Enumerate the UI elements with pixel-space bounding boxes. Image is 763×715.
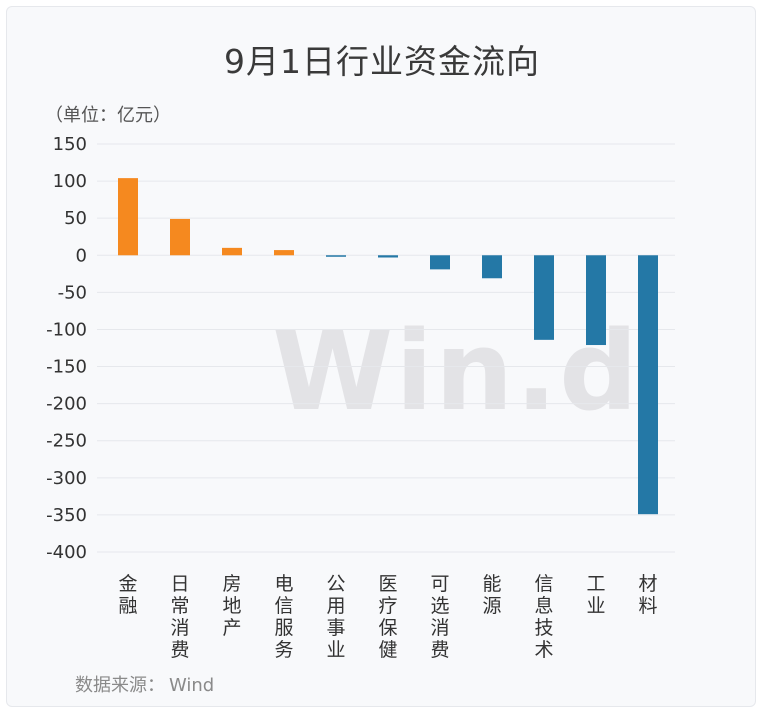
y-tick-label: -200 [46,394,87,415]
x-tick-label: 能源 [482,573,501,617]
y-tick-label: 0 [76,245,87,266]
bar [274,250,294,256]
bar [430,255,450,270]
x-tick-label: 工业 [586,573,605,617]
x-tick-label: 可选消费 [430,573,449,661]
bar [534,255,554,340]
bar [378,255,398,258]
y-tick-label: 50 [64,208,87,229]
chart-title: 9月1日行业资金流向 [224,42,540,81]
bar [586,255,606,346]
x-tick-label: 电信服务 [274,573,293,661]
chart-card: 9月1日行业资金流向 （单位：亿元） Win.d 150 100 50 0 -50 -10… [6,6,756,707]
y-tick-label: 150 [53,134,87,155]
y-tick-label: -50 [58,282,87,303]
x-tick-label: 医疗保健 [378,573,397,661]
y-tick-label: -350 [46,505,87,526]
x-tick-label: 日常消费 [170,573,189,661]
y-tick-label: -300 [46,468,87,489]
x-tick-label: 材料 [638,573,657,617]
y-tick-label: -400 [46,542,87,563]
x-tick-label: 信息技术 [534,573,553,661]
bar [326,255,346,257]
y-tick-label: -100 [46,319,87,340]
bar [222,247,242,256]
x-tick-label: 房地产 [222,573,241,639]
watermark: Win.d [272,307,640,435]
bar [482,255,502,279]
bar-chart: 150 100 50 0 -50 -100 -150 -200 -250 -300 -350 -400… [46,134,675,661]
y-tick-label: 100 [53,171,87,192]
y-tick-label: -250 [46,431,87,452]
y-tick-label: -150 [46,357,87,378]
x-tick-label: 公用事业 [326,573,345,661]
source-label: 数据来源： [75,675,165,696]
source-note: 数据来源： Wind [75,671,214,697]
x-tick-label: 金融 [118,573,137,617]
source-value: Wind [169,675,215,696]
bar [170,218,190,256]
bar [638,255,658,515]
bar [118,178,138,256]
unit-label: （单位：亿元） [45,105,171,126]
